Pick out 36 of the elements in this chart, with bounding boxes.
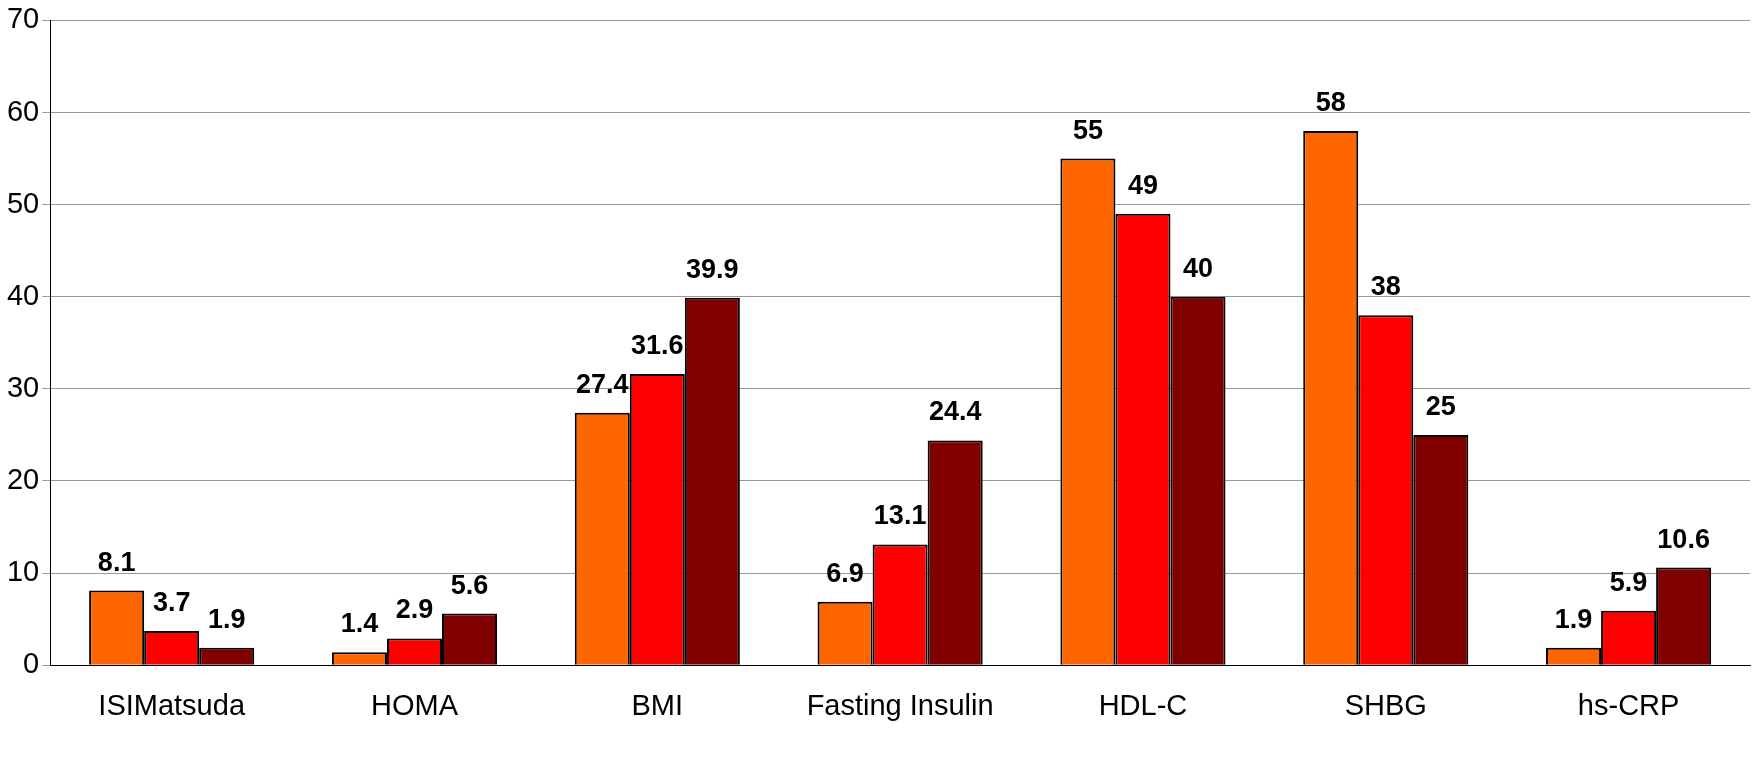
data-label: 6.9 bbox=[826, 557, 864, 588]
data-label: 1.4 bbox=[340, 608, 379, 639]
data-label: 58 bbox=[1315, 86, 1346, 117]
data-label: 39.9 bbox=[686, 253, 739, 284]
data-label: 5.9 bbox=[1609, 566, 1648, 597]
y-tick-label: 20 bbox=[6, 462, 40, 495]
y-tick-label: 60 bbox=[6, 94, 40, 127]
x-tick-label: ISIMatsuda bbox=[98, 688, 246, 721]
x-tick-label: Fasting Insulin bbox=[806, 688, 994, 721]
data-label: 55 bbox=[1072, 114, 1103, 145]
data-label: 1.9 bbox=[207, 603, 246, 634]
data-label: 1.9 bbox=[1554, 603, 1593, 634]
x-tick-label: HDL-C bbox=[1098, 688, 1188, 721]
data-label: 3.7 bbox=[152, 587, 191, 618]
data-label: 49 bbox=[1127, 169, 1158, 200]
y-tick-label: 70 bbox=[6, 2, 40, 35]
y-tick-label: 40 bbox=[6, 278, 40, 311]
x-tick-label: hs-CRP bbox=[1577, 688, 1680, 721]
y-tick-label: 30 bbox=[6, 370, 40, 403]
data-label: 27.4 bbox=[575, 368, 629, 399]
x-tick-label: BMI bbox=[631, 688, 684, 721]
data-label: 40 bbox=[1182, 252, 1214, 283]
data-label: 38 bbox=[1370, 271, 1401, 302]
data-label: 10.6 bbox=[1657, 523, 1710, 554]
data-label: 31.6 bbox=[631, 330, 684, 361]
data-label: 13.1 bbox=[873, 500, 927, 531]
x-tick-label: SHBG bbox=[1344, 688, 1427, 721]
data-label: 25 bbox=[1425, 390, 1456, 421]
y-tick-label: 50 bbox=[6, 186, 40, 219]
y-tick-label: 10 bbox=[6, 555, 40, 588]
data-label: 8.1 bbox=[97, 546, 136, 577]
data-label: 2.9 bbox=[395, 594, 434, 625]
x-tick-label: HOMA bbox=[370, 688, 459, 721]
data-label: 5.6 bbox=[450, 569, 489, 600]
y-tick-label: 0 bbox=[23, 647, 40, 680]
data-label: 24.4 bbox=[928, 396, 982, 427]
